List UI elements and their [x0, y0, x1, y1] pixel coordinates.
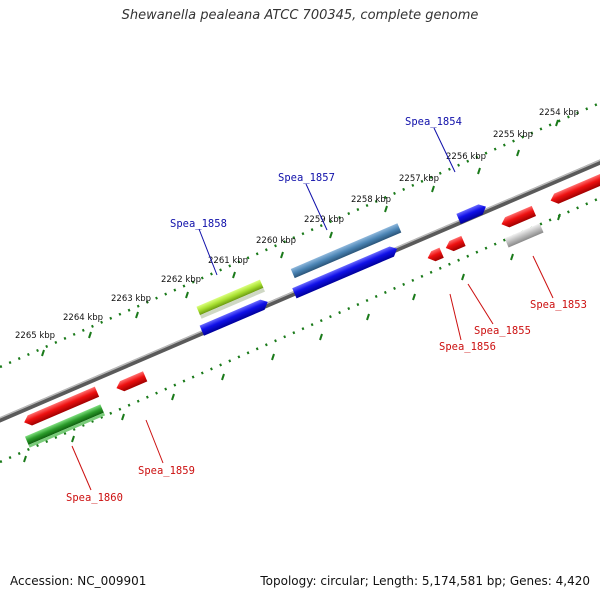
gene-spea-1853-cog: [504, 223, 544, 248]
gene-spea-1858-cog: [196, 279, 264, 316]
gene-spea-1860-cog-shade: [28, 412, 106, 448]
gene-spea-1860: [24, 386, 100, 426]
kbp-label-2261: 2261 kbp: [208, 256, 248, 266]
ruler-outer-ticks: [41, 119, 559, 357]
reverse-leader-lines: [71, 255, 554, 491]
forward-leader-lines: [198, 127, 456, 276]
gene-spea-1856: [427, 247, 444, 262]
gene-spea-1855: [445, 235, 466, 252]
gene-spea-1858: [199, 299, 268, 336]
gene-spea-1860-cog-group: [24, 404, 106, 448]
ruler-inner-ticks: [23, 213, 561, 463]
kbp-label-2260: 2260 kbp: [256, 236, 296, 246]
gene-label-spea-1857: Spea_1857: [278, 172, 335, 184]
kbp-label-2258: 2258 kbp: [351, 195, 391, 205]
kbp-label-2255: 2255 kbp: [493, 130, 533, 140]
gene-spea-1857-cog: [290, 223, 402, 279]
gene-spea-1853-cog-group: [504, 223, 544, 248]
gene-label-spea-1856: Spea_1856: [439, 341, 496, 353]
accession-text: Accession: NC_009901: [10, 574, 147, 588]
gene-spea-1858-group: [196, 279, 265, 319]
gene-spea-1860-group: [24, 386, 100, 426]
gene-label-spea-1859: Spea_1859: [138, 465, 195, 477]
gene-spea-1858-cog-shade: [199, 287, 265, 319]
kbp-label-2264: 2264 kbp: [63, 313, 103, 323]
gene-spea-1854: [456, 204, 486, 224]
gene-label-spea-1860: Spea_1860: [66, 492, 123, 504]
gene-spea-1853: [501, 205, 537, 228]
gene-label-spea-1854: Spea_1854: [405, 116, 462, 128]
gene-spea-1855-group: [445, 235, 466, 252]
gene-spea-1859-group: [116, 371, 148, 392]
gene-label-spea-1858: Spea_1858: [170, 218, 227, 230]
gene-spea-1859: [116, 371, 148, 392]
gene-label-spea-1855: Spea_1855: [474, 325, 531, 337]
kbp-label-2257: 2257 kbp: [399, 174, 439, 184]
kbp-label-2259: 2259 kbp: [304, 215, 344, 225]
kbp-label-2265: 2265 kbp: [15, 331, 55, 341]
kbp-label-2263: 2263 kbp: [111, 294, 151, 304]
kbp-label-2254: 2254 kbp: [539, 108, 579, 118]
gene-spea-1853-group: [501, 205, 537, 228]
gene-offscreen-right: [550, 171, 600, 204]
gene-label-spea-1853: Spea_1853: [530, 299, 587, 311]
map-title: Shewanella pealeana ATCC 700345, complet…: [121, 8, 479, 23]
gene-spea-1857-body-group: [292, 246, 398, 299]
gene-spea-1857: [292, 246, 398, 299]
gene-spea-1858-body-group: [199, 299, 268, 336]
gene-spea-1856-group: [427, 247, 444, 262]
kbp-label-2256: 2256 kbp: [446, 152, 486, 162]
kbp-label-2262: 2262 kbp: [161, 275, 201, 285]
genome-summary-text: Topology: circular; Length: 5,174,581 bp…: [260, 574, 590, 588]
gene-spea-1854-group: [456, 204, 486, 224]
gene-spea-1860-cog: [24, 404, 104, 445]
gene-spea-1857-group: [290, 223, 402, 279]
gene-offscreen-group: [550, 171, 600, 204]
